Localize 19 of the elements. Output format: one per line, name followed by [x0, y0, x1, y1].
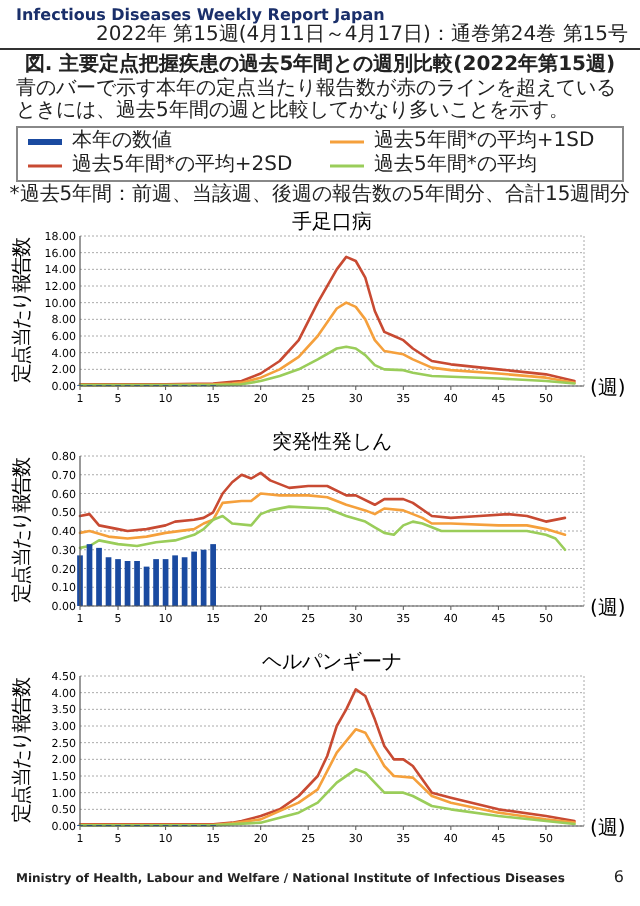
legend-label: 過去5年間*の平均+2SD — [72, 154, 293, 178]
text: 青のバーで示す本年の定点当たり報告数が赤のラインを超えているときには、過去5年間の週と比較してかなり多いことを示す。 — [14, 78, 618, 122]
legend-label: 本年の数値 — [72, 130, 172, 153]
text: Infectious Diseases Weekly Report Japan — [14, 4, 387, 24]
text: 図. 主要定点把握疾患の過去5年間との週別比較(2022年第15週) — [22, 50, 618, 77]
text: 6 — [613, 868, 624, 886]
text: 2022年 第15週(4月11日～4月17日)：通巻第24巻 第15号 — [0, 24, 640, 50]
x-axis-title: (週) — [590, 378, 626, 400]
y-axis-title: 定点当たり報告数 — [10, 237, 34, 383]
y-axis-title: 定点当たり報告数 — [10, 677, 34, 823]
text: *過去5年間：前週、当該週、後週の報告数の5年間分、合計15週間分 — [7, 182, 633, 208]
chart-title: 手足口病 — [292, 210, 372, 234]
y-axis-title: 定点当たり報告数 — [10, 457, 34, 603]
legend-label: 過去5年間*の平均 — [374, 154, 537, 178]
chart-title: ヘルパンギーナ — [262, 650, 402, 674]
x-axis-title: (週) — [590, 818, 626, 840]
x-axis-title: (週) — [590, 598, 626, 620]
chart-title: 突発性発しん — [272, 430, 392, 454]
legend-label: 過去5年間*の平均+1SD — [374, 130, 595, 153]
